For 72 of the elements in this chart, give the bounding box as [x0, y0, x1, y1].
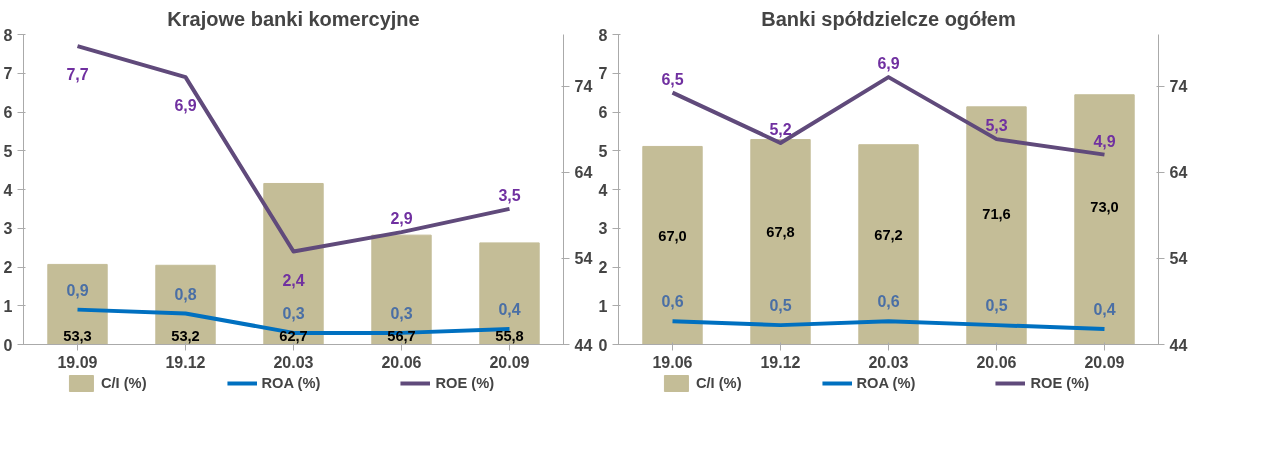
y-tick-label: 5	[598, 142, 608, 160]
y2-tick-label: 74	[574, 78, 593, 96]
y-tick-label: 2	[3, 259, 13, 276]
data-label: 7,7	[66, 66, 89, 84]
y-tick-label: 8	[598, 26, 608, 44]
data-label: 0,3	[282, 304, 305, 322]
x-tick-label: 20.09	[1084, 353, 1125, 371]
data-label: 0,6	[877, 293, 900, 311]
y-tick-label: 6	[598, 104, 608, 121]
data-label: 5,2	[769, 121, 792, 138]
y-tick-label: 1	[3, 297, 13, 315]
x-tick-label: 19.12	[760, 353, 801, 371]
data-label: 0,6	[661, 293, 684, 311]
data-label: 71,6	[982, 205, 1011, 222]
x-tick-label: 20.06	[381, 353, 422, 371]
data-label: 2,9	[390, 210, 413, 228]
data-label: 0,4	[498, 301, 521, 318]
x-tick-label: 19.12	[165, 353, 206, 371]
y-tick-label: 8	[3, 26, 13, 44]
y2-tick-label: 64	[1169, 164, 1188, 182]
chart-title: Banki spółdzielcze ogółem	[761, 7, 1016, 30]
legend-label: ROA (%)	[856, 375, 916, 391]
legend-label: C/I (%)	[100, 375, 147, 391]
y-tick-label: 4	[598, 181, 608, 199]
x-tick-label: 19.06	[652, 353, 693, 371]
data-label: 67,8	[766, 223, 795, 240]
y-tick-label: 0	[598, 336, 608, 354]
y-tick-label: 1	[598, 297, 608, 315]
y-tick-label: 6	[3, 104, 13, 121]
x-tick-label: 20.03	[868, 353, 909, 371]
y-tick-label: 7	[598, 65, 608, 83]
chart-title: Krajowe banki komercyjne	[167, 7, 420, 30]
data-label: 0,3	[390, 304, 413, 322]
y-tick-label: 3	[598, 220, 608, 238]
legend-label: C/I (%)	[695, 375, 742, 391]
y-tick-label: 2	[598, 259, 608, 276]
y-tick-label: 7	[3, 65, 13, 83]
x-tick-label: 19.09	[57, 353, 98, 371]
y-tick-label: 4	[3, 181, 13, 199]
data-label: 0,5	[769, 297, 792, 315]
data-label: 6,9	[877, 55, 900, 73]
legend-label: ROE (%)	[1030, 375, 1090, 391]
data-label: 0,9	[66, 281, 89, 299]
y-tick-label: 0	[3, 336, 13, 354]
data-label: 2,4	[282, 271, 305, 289]
data-label: 0,5	[985, 297, 1008, 315]
x-tick-label: 20.03	[273, 353, 314, 371]
data-label: 67,2	[874, 226, 903, 243]
data-label: 53,2	[171, 327, 200, 344]
y2-tick-label: 64	[574, 164, 593, 182]
y2-tick-label: 54	[1169, 250, 1188, 268]
data-label: 55,8	[495, 327, 524, 344]
y2-tick-label: 74	[1169, 78, 1188, 96]
y2-tick-label: 54	[574, 250, 593, 268]
data-label: 73,0	[1090, 199, 1119, 216]
data-label: 5,3	[985, 117, 1008, 135]
legend-label: ROE (%)	[435, 375, 495, 391]
x-tick-label: 20.06	[976, 353, 1017, 371]
data-label: 53,3	[63, 327, 92, 344]
data-label: 6,5	[661, 70, 684, 88]
data-label: 0,8	[174, 285, 197, 303]
y-tick-label: 5	[3, 142, 13, 160]
y2-tick-label: 44	[574, 336, 593, 354]
data-label: 3,5	[498, 186, 521, 204]
data-label: 6,9	[174, 97, 197, 115]
x-tick-label: 20.09	[489, 353, 530, 371]
data-label: 4,9	[1093, 132, 1116, 150]
y-tick-label: 3	[3, 220, 13, 238]
y2-tick-label: 44	[1169, 336, 1188, 354]
legend-label: ROA (%)	[261, 375, 321, 391]
data-label: 67,0	[658, 227, 687, 244]
data-label: 0,4	[1093, 301, 1116, 318]
